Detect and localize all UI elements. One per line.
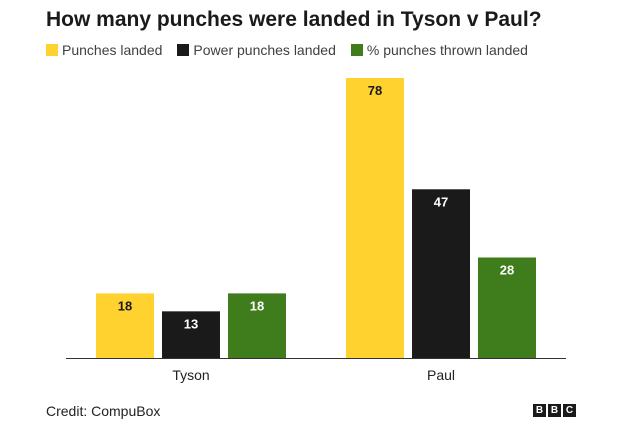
legend-label-percent-thrown-landed: % punches thrown landed <box>366 42 528 58</box>
bar-chart: 18 13 18 Tyson 78 47 28 Paul <box>66 78 566 383</box>
data-label: 28 <box>500 262 514 277</box>
bar-tyson-1 <box>162 311 220 358</box>
x-tick-label: Tyson <box>172 367 209 383</box>
bar-paul-2 <box>478 257 536 358</box>
legend-label-power-punches-landed: Power punches landed <box>193 42 336 58</box>
legend-item-power-punches-landed: Power punches landed <box>177 42 336 58</box>
bar-tyson-2 <box>228 293 286 358</box>
x-tick-label: Paul <box>427 367 455 383</box>
data-label: 13 <box>184 316 198 331</box>
bbc-logo-block: B <box>533 404 546 417</box>
data-label: 18 <box>250 298 264 313</box>
data-label: 78 <box>368 83 382 98</box>
bar-tyson-0 <box>96 293 154 358</box>
legend-label-punches-landed: Punches landed <box>62 42 163 58</box>
bbc-logo-block: B <box>548 404 561 417</box>
legend-item-punches-landed: Punches landed <box>46 42 162 58</box>
bbc-logo: B B C <box>533 404 578 417</box>
chart-legend: Punches landed Power punches landed % pu… <box>46 41 543 59</box>
data-label: 47 <box>434 194 448 209</box>
bar-paul-1 <box>412 189 470 358</box>
credit-text: Credit: CompuBox <box>46 403 161 419</box>
chart-title: How many punches were landed in Tyson v … <box>46 8 542 31</box>
legend-swatch-power-punches-landed <box>177 44 190 56</box>
bbc-logo-block: C <box>563 404 576 417</box>
legend-item-percent-thrown-landed: % punches thrown landed <box>350 42 528 58</box>
legend-swatch-percent-thrown-landed <box>350 44 363 56</box>
data-label: 18 <box>118 298 132 313</box>
legend-swatch-punches-landed <box>46 44 58 56</box>
bar-paul-0 <box>346 78 404 358</box>
